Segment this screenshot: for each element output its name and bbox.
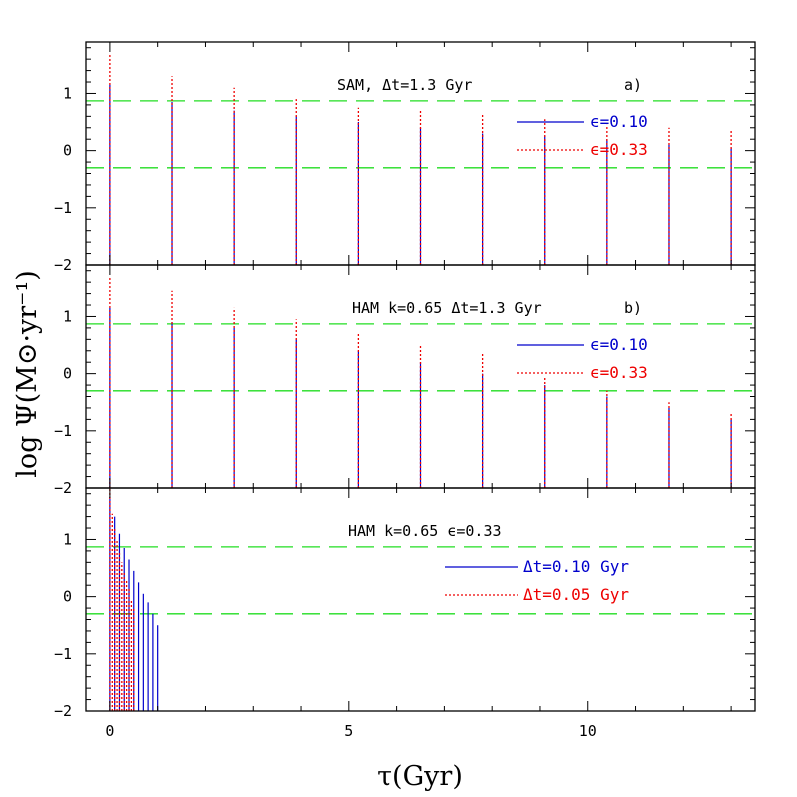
series-dotted	[109, 53, 732, 265]
legend-label: ϵ=0.10	[590, 112, 648, 131]
y-tick-label: −1	[54, 199, 72, 217]
legend-label: ϵ=0.33	[590, 363, 648, 382]
panel-b: −2 −1 0 1 HAM k=0.65 Δt=1.3 Gyr b) ϵ=0.10 ϵ=0.3…	[54, 264, 756, 497]
x-tick-label: 0	[105, 722, 114, 740]
legend-label: ϵ=0.10	[590, 335, 648, 354]
y-tick-label: 1	[63, 84, 72, 102]
panel-title: SAM, Δt=1.3 Gyr	[337, 76, 472, 94]
y-tick-label: 1	[63, 530, 72, 548]
panel-title: HAM k=0.65 Δt=1.3 Gyr	[352, 299, 542, 317]
y-tick-label: −2	[54, 256, 72, 274]
panel-tag: a)	[624, 76, 642, 94]
y-tick-label: 0	[63, 588, 72, 606]
series-dotted	[109, 276, 732, 488]
panels-group: −2 −1 0 1 SAM, Δt=1.3 Gyr a) ϵ=0.10 ϵ=0.33 −2 −1 0…	[54, 41, 756, 740]
y-tick-label: −2	[54, 479, 72, 497]
y-tick-label: 1	[63, 307, 72, 325]
y-axis-title: log Ψ(M⊙·yr⁻¹)	[12, 270, 43, 478]
series-dotted	[109, 488, 135, 711]
x-tick-label: 5	[344, 722, 353, 740]
y-tick-label: −2	[54, 702, 72, 720]
x-axis-title: τ(Gyr)	[377, 761, 463, 792]
legend-label: ϵ=0.33	[590, 140, 648, 159]
panel-c: −2 −1 0 1 HAM k=0.65 ϵ=0.33 Δt=0.10 Gyr Δt=0.0…	[54, 487, 756, 720]
panel-frame	[85, 487, 756, 712]
x-tick-label: 10	[579, 722, 597, 740]
legend-label: Δt=0.10 Gyr	[523, 557, 629, 576]
legend-label: Δt=0.05 Gyr	[523, 585, 629, 604]
y-tick-label: −1	[54, 645, 72, 663]
panel-a: −2 −1 0 1 SAM, Δt=1.3 Gyr a) ϵ=0.10 ϵ=0.33	[54, 41, 756, 274]
panel-tag: b)	[624, 299, 642, 317]
x-tick-labels: 0 5 10	[105, 722, 596, 740]
y-tick-label: 0	[63, 365, 72, 383]
panel-title: HAM k=0.65 ϵ=0.33	[348, 522, 502, 540]
y-tick-label: −1	[54, 422, 72, 440]
y-tick-label: 0	[63, 142, 72, 160]
